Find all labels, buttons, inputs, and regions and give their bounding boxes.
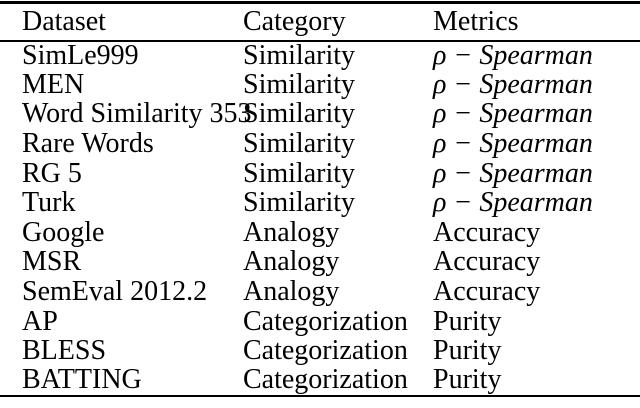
table-row: Google Analogy Accuracy <box>0 218 640 248</box>
table-row: Rare Words Similarity ρ − Spearman <box>0 129 640 159</box>
cell-dataset: BATTING <box>22 364 142 396</box>
cell-category: Categorization <box>243 364 408 396</box>
cell-category: Analogy <box>243 276 340 308</box>
table-row: RG 5 Similarity ρ − Spearman <box>0 159 640 189</box>
cell-dataset: Word Similarity 353 <box>22 98 252 130</box>
cell-dataset: Google <box>22 216 105 248</box>
cell-metric: ρ − Spearman <box>433 187 593 219</box>
cell-category: Similarity <box>243 128 355 160</box>
cell-metric: Purity <box>433 305 502 337</box>
cell-category: Categorization <box>243 335 408 367</box>
table-header: Dataset Category Metrics <box>0 3 640 41</box>
cell-category: Similarity <box>243 187 355 219</box>
cell-metric: ρ − Spearman <box>433 128 593 160</box>
cell-metric: ρ − Spearman <box>433 39 593 71</box>
benchmark-table: Dataset Category Metrics SimLe999 Simila… <box>0 1 640 397</box>
cell-dataset: Rare Words <box>22 128 154 160</box>
cell-metric: Accuracy <box>433 246 541 278</box>
cell-category: Similarity <box>243 39 355 71</box>
cell-category: Analogy <box>243 246 340 278</box>
cell-dataset: BLESS <box>22 335 107 367</box>
column-header-dataset: Dataset <box>22 5 106 37</box>
table-row: BLESS Categorization Purity <box>0 336 640 366</box>
cell-dataset: Turk <box>22 187 76 219</box>
table-body: SimLe999 Similarity ρ − Spearman MEN Sim… <box>0 41 640 396</box>
cell-category: Similarity <box>243 98 355 130</box>
table-row: SemEval 2012.2 Analogy Accuracy <box>0 277 640 307</box>
cell-dataset: RG 5 <box>22 157 82 189</box>
cell-dataset: SemEval 2012.2 <box>22 276 208 308</box>
column-header-metrics: Metrics <box>433 5 519 37</box>
cell-metric: ρ − Spearman <box>433 157 593 189</box>
cell-metric: Purity <box>433 335 502 367</box>
cell-category: Analogy <box>243 216 340 248</box>
cell-category: Categorization <box>243 305 408 337</box>
table-row: MSR Analogy Accuracy <box>0 248 640 278</box>
table-row: BATTING Categorization Purity <box>0 366 640 396</box>
cell-metric: ρ − Spearman <box>433 98 593 130</box>
cell-metric: Purity <box>433 364 502 396</box>
cell-category: Similarity <box>243 68 355 100</box>
column-header-category: Category <box>243 5 346 37</box>
table-row: SimLe999 Similarity ρ − Spearman <box>0 41 640 71</box>
header-row: Dataset Category Metrics <box>0 3 640 41</box>
table-row: MEN Similarity ρ − Spearman <box>0 70 640 100</box>
cell-metric: Accuracy <box>433 216 541 248</box>
cell-dataset: MSR <box>22 246 82 278</box>
cell-metric: Accuracy <box>433 276 541 308</box>
table-row: Turk Similarity ρ − Spearman <box>0 188 640 218</box>
cell-metric: ρ − Spearman <box>433 68 593 100</box>
table-row: AP Categorization Purity <box>0 307 640 337</box>
cell-dataset: SimLe999 <box>22 39 139 71</box>
cell-dataset: AP <box>22 305 58 337</box>
cell-category: Similarity <box>243 157 355 189</box>
cell-dataset: MEN <box>22 68 85 100</box>
table-row: Word Similarity 353 Similarity ρ − Spear… <box>0 100 640 130</box>
